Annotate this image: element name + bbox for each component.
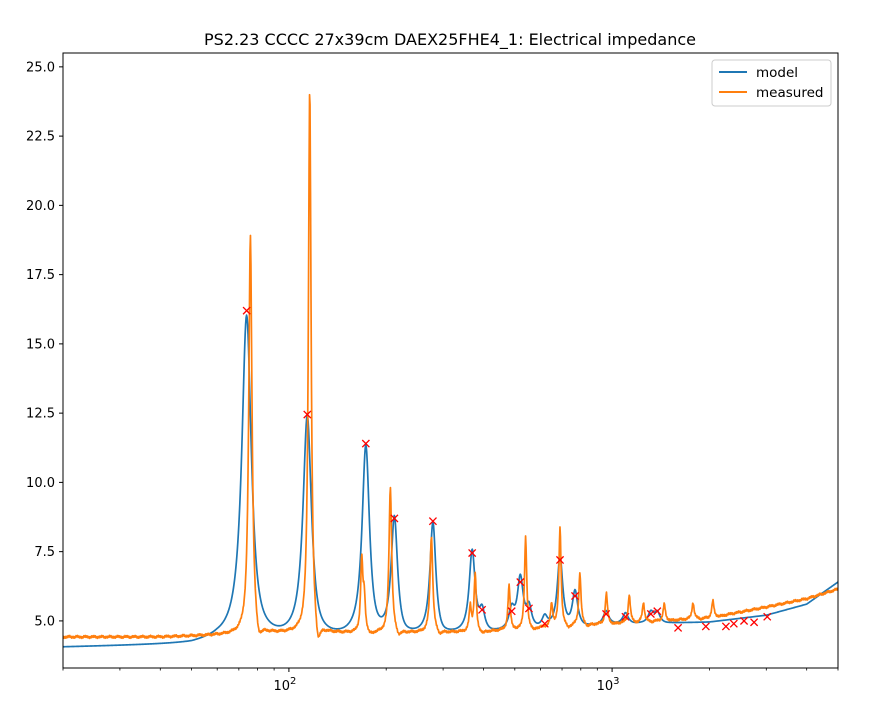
peak-marker-21 <box>739 616 749 625</box>
y-tick-label-3: 12.5 <box>26 407 55 422</box>
peak-marker-16 <box>653 607 662 616</box>
peak-marker-9 <box>524 604 534 613</box>
plot-frame <box>62 52 839 669</box>
peak-marker-stroke-b <box>570 591 580 601</box>
peak-marker-6 <box>478 605 487 614</box>
y-tick-label-6: 20.0 <box>26 199 55 214</box>
peak-marker-stroke-b <box>540 619 549 628</box>
peak-marker-stroke-b <box>763 612 772 621</box>
peak-marker-14 <box>621 612 630 621</box>
peak-marker-stroke-b <box>653 607 662 616</box>
y-tick-label-2: 10.0 <box>26 476 55 491</box>
y-tick-label-0: 5.0 <box>34 614 55 629</box>
y-tick-label-7: 22.5 <box>26 130 55 145</box>
peak-marker-stroke-b <box>468 548 477 558</box>
peak-marker-stroke-b <box>729 619 738 628</box>
legend-label-model: model <box>756 65 798 81</box>
y-tick-label-4: 15.0 <box>26 337 55 352</box>
y-tick-label-5: 17.5 <box>26 268 55 283</box>
chart-title: PS2.23 CCCC 27x39cm DAEX25FHE4_1: Electr… <box>204 30 696 50</box>
peak-marker-stroke-b <box>646 609 655 619</box>
peak-marker-13 <box>602 609 611 619</box>
peak-marker-stroke-b <box>602 609 611 619</box>
peak-marker-3 <box>390 514 399 523</box>
peak-marker-stroke-b <box>524 604 534 613</box>
peak-marker-stroke-b <box>361 439 370 448</box>
series-line-measured <box>63 93 838 640</box>
peak-marker-5 <box>468 548 477 558</box>
peak-marker-22 <box>750 618 759 627</box>
peak-marker-1 <box>303 410 312 419</box>
peak-marker-7 <box>507 607 516 616</box>
x-tick-label-1: 103 <box>597 676 620 694</box>
plot-area: 5.0 7.5 10.0 12.5 15.0 17.5 20.0 22.5 25.0 102 103 <box>26 52 839 694</box>
peak-marker-stroke-b <box>701 622 710 631</box>
peak-marker-stroke-b <box>507 607 516 616</box>
peak-marker-17 <box>674 623 683 632</box>
peak-marker-stroke-b <box>303 410 312 419</box>
peak-marker-stroke-b <box>674 623 683 632</box>
peak-marker-stroke-b <box>555 555 565 565</box>
legend: model measured <box>711 59 832 107</box>
peak-marker-23 <box>763 612 772 621</box>
peak-marker-stroke-b <box>516 578 525 587</box>
peak-marker-stroke-b <box>621 612 630 621</box>
peak-marker-2 <box>361 439 370 448</box>
legend-label-measured: measured <box>756 85 823 101</box>
x-tick-label-0: 102 <box>273 676 296 694</box>
peak-marker-8 <box>516 578 525 587</box>
peak-marker-18 <box>701 622 710 631</box>
y-tick-label-1: 7.5 <box>34 545 55 560</box>
peak-marker-stroke-b <box>390 514 399 523</box>
peak-marker-10 <box>540 619 549 628</box>
peak-marker-19 <box>721 622 730 631</box>
peak-marker-stroke-b <box>739 616 749 625</box>
peak-marker-15 <box>646 609 655 619</box>
peak-marker-stroke-b <box>478 605 487 614</box>
peak-marker-20 <box>729 619 738 628</box>
y-tick-label-8: 25.0 <box>26 60 55 75</box>
peak-marker-11 <box>555 555 565 565</box>
peak-marker-0 <box>242 306 251 315</box>
peak-marker-stroke-b <box>721 622 730 631</box>
peak-marker-stroke-b <box>242 306 251 315</box>
series-line-model <box>63 314 838 648</box>
peak-marker-12 <box>570 591 580 601</box>
peak-marker-stroke-b <box>750 618 759 627</box>
peak-marker-stroke-b <box>428 517 437 526</box>
peak-marker-4 <box>428 517 437 526</box>
